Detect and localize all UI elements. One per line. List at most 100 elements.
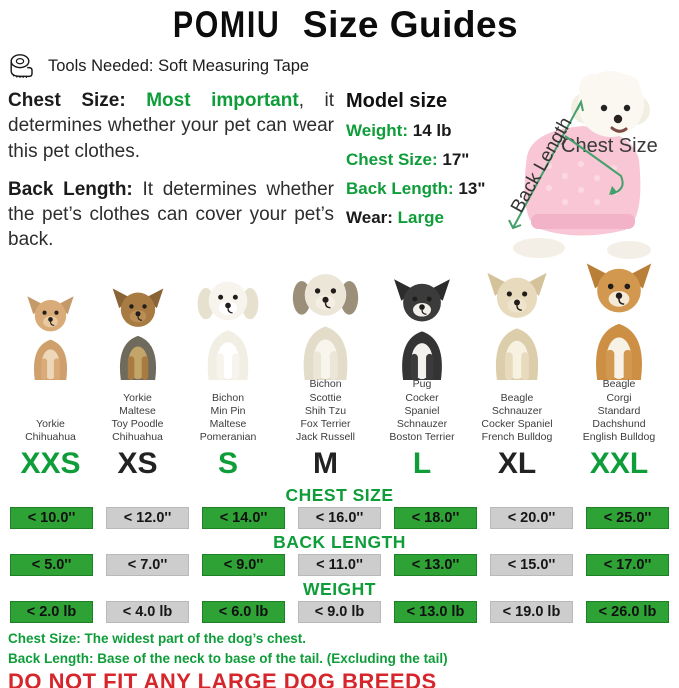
brand-logo: POMIU	[172, 4, 281, 45]
measurement-title: CHEST SIZE	[285, 485, 394, 505]
model-chest-row: Chest Size: 17"	[346, 150, 470, 169]
dog-photo-chihuahua	[13, 262, 88, 380]
large-breed-warning: DO NOT FIT ANY LARGE DOG BREEDS	[8, 669, 437, 688]
size-badge: < 9.0 lb	[298, 601, 381, 623]
breed-label: Jack Russell	[296, 430, 355, 443]
back-length-text: It determines whether the pet’s clothes …	[8, 178, 334, 251]
chest-size-annotation: Chest Size	[561, 135, 658, 157]
breed-label: Corgi	[606, 391, 632, 404]
chest-size-paragraph: Chest Size: Most important, it determine…	[8, 88, 334, 164]
measure-explanations: Chest Size: Most important, it determine…	[8, 88, 334, 253]
size-column: Bichon Min Pin Maltese Pomeranian S	[182, 262, 274, 482]
info-section: Chest Size: Most important, it determine…	[8, 71, 671, 260]
size-badge: < 26.0 lb	[586, 601, 669, 623]
breed-label: Fox Terrier	[300, 417, 351, 430]
measurement-row: < 10.0'' < 12.0'' < 14.0'' < 16.0'' < 18.0''…	[8, 507, 671, 529]
breed-list: Yorkie Maltese Toy Poodle Chihuahua	[112, 380, 164, 444]
breed-label: Maltese	[119, 404, 156, 417]
size-letter: XXL	[589, 447, 649, 480]
size-badge: < 17.0''	[586, 554, 669, 576]
model-size-title: Model size	[346, 90, 448, 112]
size-badge: < 15.0''	[490, 554, 573, 576]
measurement-section: CHEST SIZE < 10.0'' < 12.0'' < 14.0'' < 16.…	[8, 485, 671, 529]
breed-label: Scottie	[309, 391, 342, 404]
back-length-note: Back Length: Base of the neck to base of…	[8, 650, 448, 666]
model-back-row: Back Length: 13"	[346, 179, 486, 198]
dog-photo-boston-terrier	[377, 262, 467, 380]
breed-list: Bichon Min Pin Maltese Pomeranian	[200, 380, 257, 444]
breed-size-grid: Yorkie Chihuahua XXS Yorkie Maltese To	[8, 262, 671, 482]
size-badge: < 14.0''	[202, 507, 285, 529]
breed-label: Yorkie	[123, 391, 152, 404]
breed-label: Cocker Spaniel	[481, 417, 553, 430]
size-badge: < 25.0''	[586, 507, 669, 529]
breed-label: Chihuahua	[25, 430, 76, 443]
size-letter: L	[412, 447, 432, 480]
breed-label: Beagle	[500, 391, 534, 404]
size-letter: S	[217, 447, 238, 480]
breed-list: Yorkie Chihuahua	[25, 380, 76, 444]
size-badge: < 16.0''	[298, 507, 381, 529]
breed-label: Cocker	[405, 391, 439, 404]
breed-list: Beagle Schnauzer Cocker Spaniel French Bull…	[481, 380, 552, 444]
breed-label: Yorkie	[36, 417, 65, 430]
back-length-term: Back Length:	[8, 178, 133, 200]
measurement-row: < 2.0 lb < 4.0 lb < 6.0 lb < 9.0 lb < 13.0 l…	[8, 601, 671, 623]
chest-size-note: Chest Size: The widest part of the dog’s…	[8, 631, 307, 646]
measurement-section: BACK LENGTH < 5.0'' < 7.0'' < 9.0'' < 11.0'…	[8, 532, 671, 576]
footer-notes: Chest Size: The widest part of the dog’s…	[8, 629, 671, 688]
size-badge: < 20.0''	[490, 507, 573, 529]
size-column: Beagle Corgi Standard Dachshund English Bull…	[567, 262, 671, 482]
breed-label: Bichon	[211, 391, 245, 404]
dog-photo-bichon	[182, 262, 274, 380]
size-column: Yorkie Maltese Toy Poodle Chihuahua XS	[95, 262, 180, 482]
breed-label: Dachshund	[592, 417, 646, 430]
breed-label: Boston Terrier	[389, 430, 455, 443]
breed-label: Chihuahua	[112, 430, 163, 443]
size-badge: < 18.0''	[394, 507, 477, 529]
size-badge: < 11.0''	[298, 554, 381, 576]
model-wear-row: Wear: Large	[346, 208, 444, 227]
size-column: Yorkie Chihuahua XXS	[8, 262, 93, 482]
size-badge: < 19.0 lb	[490, 601, 573, 623]
breed-label: English Bulldog	[582, 430, 656, 443]
breed-label: Spaniel	[404, 404, 440, 417]
size-badge: < 12.0''	[106, 507, 189, 529]
breed-label: Toy Poodle	[111, 417, 164, 430]
size-letter: XXS	[20, 447, 81, 480]
page-title-text: Size Guides	[302, 4, 519, 45]
tools-needed-row: Tools Needed: Soft Measuring Tape	[8, 50, 671, 82]
breed-list: Bichon Scottie Shih Tzu Fox Terrier Jack Rus…	[296, 378, 355, 444]
measuring-tape-icon	[10, 54, 33, 78]
size-letter: XL	[497, 447, 537, 480]
size-badge: < 13.0 lb	[394, 601, 477, 623]
model-size-panel: Model size Weight: 14 lb Chest Size: 17"…	[346, 90, 496, 237]
chest-size-term: Chest Size:	[8, 90, 126, 111]
breed-label: Schnauzer	[491, 404, 543, 417]
breed-label: Pomeranian	[199, 430, 257, 443]
chest-size-text: , it determines whether your pet can wea…	[8, 90, 334, 162]
breed-label: Maltese	[209, 417, 247, 430]
back-length-paragraph: Back Length: It determines whether the p…	[8, 177, 334, 253]
page-title: POMIU Size Guides	[8, 2, 671, 48]
breed-label: Schnauzer	[396, 417, 448, 430]
size-badge: < 5.0''	[10, 554, 93, 576]
measurement-title: WEIGHT	[303, 579, 376, 599]
dog-photo-shih-tzu	[276, 262, 375, 380]
breed-label: Beagle	[602, 378, 636, 391]
size-letter: M	[313, 447, 338, 480]
breed-label: Pug	[412, 378, 432, 391]
size-column: Bichon Scottie Shih Tzu Fox Terrier Jack Rus…	[276, 262, 375, 482]
chest-size-highlight: Most important	[146, 90, 299, 111]
size-badge: < 10.0''	[10, 507, 93, 529]
size-badge: < 9.0''	[202, 554, 285, 576]
model-weight-row: Weight: 14 lb	[346, 121, 452, 140]
size-badge: < 13.0''	[394, 554, 477, 576]
breed-list: Beagle Corgi Standard Dachshund English Bull…	[582, 378, 656, 444]
size-badge: < 4.0 lb	[106, 601, 189, 623]
breed-list: Pug Cocker Spaniel Schnauzer Boston Terrier	[389, 378, 455, 444]
breed-label: Min Pin	[210, 404, 246, 417]
dog-photo-yorkie	[97, 262, 179, 380]
model-dog-photo: Back Length Chest Size	[507, 71, 658, 259]
size-column: Pug Cocker Spaniel Schnauzer Boston Terrier …	[377, 262, 467, 482]
